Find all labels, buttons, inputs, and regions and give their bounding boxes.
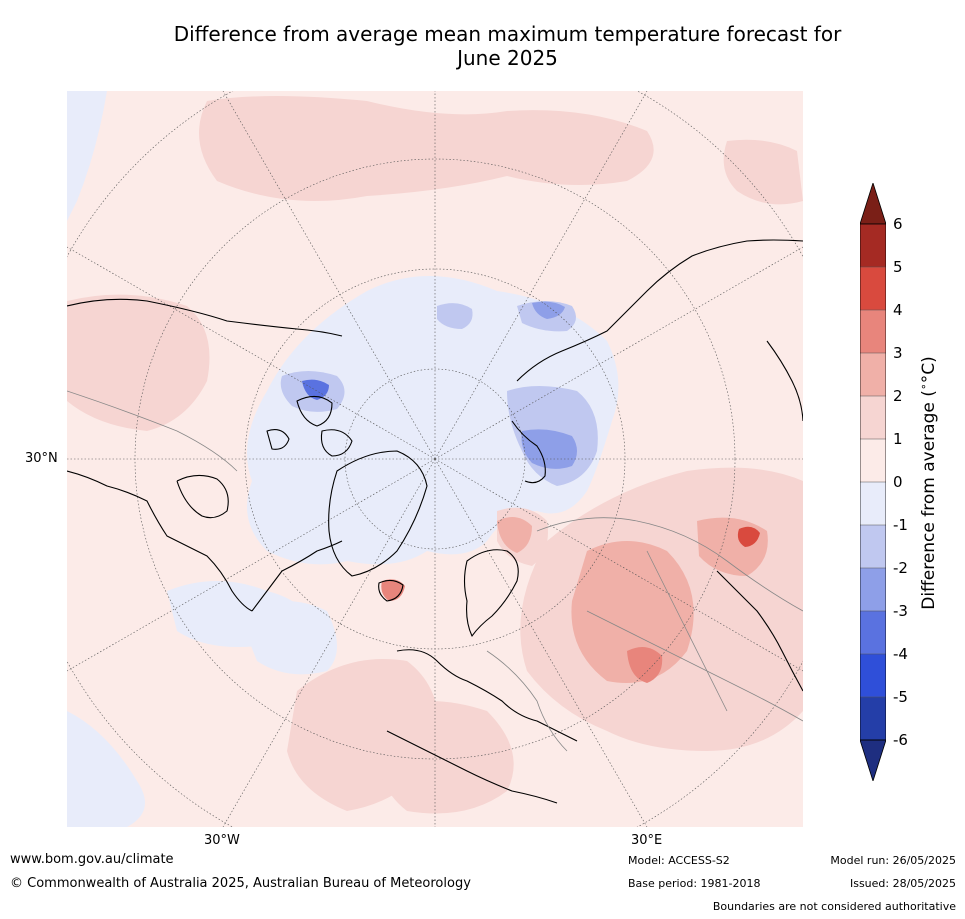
lon-label-30w: 30°W [204, 833, 240, 848]
colorbar-tick-label: -1 [893, 516, 908, 534]
footer-model: Model: ACCESS-S2 [628, 854, 730, 867]
coastline-iceland [378, 579, 404, 602]
colorbar-tick-label: 2 [893, 387, 903, 405]
colorbar-segment [860, 525, 886, 568]
colorbar-tick-label: 5 [893, 258, 903, 276]
colorbar-segment [860, 439, 886, 482]
colorbar-tick-label: -2 [893, 559, 908, 577]
coastline-east-asia [716, 340, 803, 692]
colorbar-tick-label: -5 [893, 688, 908, 706]
coastline-hudson-bay [176, 474, 229, 519]
lat-label-30n: 30°N [25, 451, 58, 466]
anomaly-region-cool-atlantic-sw [67, 711, 145, 827]
colorbar-segment [860, 224, 886, 267]
anomaly-region-hot-west-europe [497, 517, 532, 553]
colorbar-tick-label: -4 [893, 645, 908, 663]
coastline-russia-arctic [516, 239, 803, 382]
anomaly-region-warm-mediterranean [375, 701, 514, 814]
chart-title-line2: June 2025 [457, 46, 558, 70]
colorbar-segment [860, 396, 886, 439]
meridian-line [434, 458, 648, 827]
coastline-canada-east [251, 540, 343, 612]
colorbar-frame [860, 223, 886, 741]
colorbar-tick-label: 4 [893, 301, 903, 319]
colorbar-segment [860, 482, 886, 525]
colorbar-tick-label: -6 [893, 731, 908, 749]
forecast-map [67, 91, 803, 827]
anomaly-region-extreme-hot-mongolia [737, 526, 760, 547]
colorbar-label-unit: °C) [918, 356, 939, 384]
anomaly-region-warm-east-pacific [723, 139, 803, 205]
anomaly-region-hot-central-asia [571, 541, 694, 683]
coastline-greenland [328, 450, 428, 577]
latitude-circle-70n [344, 368, 526, 550]
colorbar-tick-label: -3 [893, 602, 908, 620]
anomaly-region-warm-alaska [67, 294, 210, 431]
colorbar-extend-over [860, 183, 886, 225]
meridian-line [67, 246, 436, 460]
anomaly-region-cool-central-atlantic [237, 601, 337, 675]
chart-title-line1: Difference from average mean maximum tem… [173, 22, 842, 46]
country-borders-america [67, 390, 238, 472]
lon-label-30e: 30°E [631, 833, 663, 848]
coastline-europe [386, 649, 578, 804]
colorbar-tick-label: 0 [893, 473, 903, 491]
map-canvas [67, 91, 803, 827]
coastline-novaya-zemlya [511, 420, 546, 484]
meridian-line [222, 91, 436, 460]
chart-title: Difference from average mean maximum tem… [60, 22, 955, 70]
footer-disclaimer: Boundaries are not considered authoritat… [712, 900, 956, 913]
meridians [67, 91, 803, 827]
country-borders-asia [646, 550, 728, 712]
meridian-line [434, 458, 803, 672]
anomaly-region-cool-pacific [67, 91, 107, 221]
country-borders-eurasia [536, 517, 803, 612]
meridian-line [67, 458, 436, 672]
coastlines [67, 239, 803, 804]
colorbar-segment [860, 310, 886, 353]
footer-base-period: Base period: 1981-2018 [628, 877, 761, 890]
country-borders-central-asia [586, 610, 803, 722]
coastline-north-america [67, 298, 343, 612]
footer-issued: Issued: 28/05/2025 [849, 877, 956, 890]
colorbar-graphic [860, 183, 886, 781]
coastline-scandinavia [463, 549, 519, 637]
colorbar-tick-label: 3 [893, 344, 903, 362]
meridian-line [434, 91, 648, 460]
footer-model-run: Model run: 26/05/2025 [830, 854, 956, 867]
footer-website: www.bom.gov.au/climate [10, 852, 174, 867]
meridian-line [222, 458, 436, 827]
anomaly-region-very-cold-north [532, 301, 565, 319]
colorbar-segment [860, 267, 886, 310]
colorbar [860, 183, 886, 781]
country-borders [67, 390, 803, 752]
footer-copyright: © Commonwealth of Australia 2025, Austra… [10, 876, 471, 891]
colorbar-segment [860, 611, 886, 654]
anomaly-region-warm-north-pacific [199, 96, 654, 201]
colorbar-extend-under [860, 739, 886, 781]
anomaly-region-very-cold-siberia [521, 429, 577, 469]
meridian-line [434, 246, 803, 460]
anomaly-region-cool-arctic [247, 276, 619, 565]
coastline-arctic-islands [266, 395, 353, 457]
country-borders-europe [486, 650, 568, 752]
colorbar-segment [860, 654, 886, 697]
colorbar-segment [860, 353, 886, 396]
anomaly-region-very-hot-china [627, 647, 663, 683]
colorbar-segment [860, 568, 886, 611]
anomaly-region-very-cold-canada [302, 379, 329, 400]
colorbar-segment [860, 697, 886, 740]
colorbar-tick-label: 6 [893, 215, 903, 233]
colorbar-label-text: Difference from average ( [918, 390, 939, 610]
colorbar-label: Difference from average (∘°C) [917, 356, 939, 610]
colorbar-tick-label: 1 [893, 430, 903, 448]
anomaly-region-cold-beaufort [437, 303, 473, 329]
